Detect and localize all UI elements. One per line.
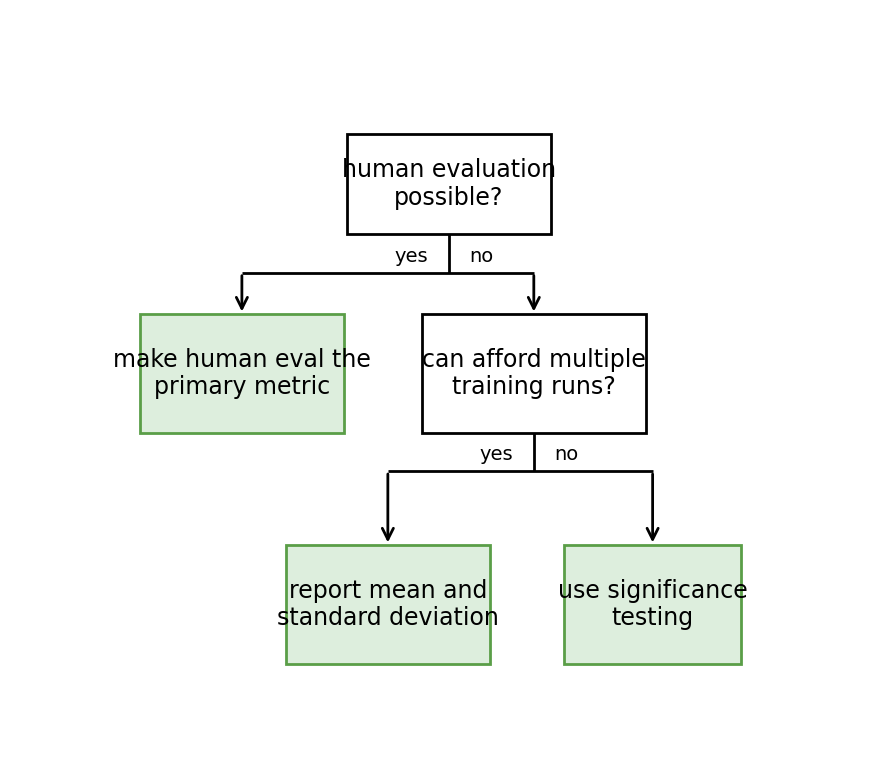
Text: use significance
testing: use significance testing	[558, 578, 747, 631]
Text: no: no	[470, 247, 493, 266]
Text: report mean and
standard deviation: report mean and standard deviation	[277, 578, 498, 631]
Text: yes: yes	[395, 247, 428, 266]
FancyBboxPatch shape	[140, 315, 343, 433]
FancyBboxPatch shape	[421, 315, 646, 433]
FancyBboxPatch shape	[347, 134, 551, 235]
Text: make human eval the
primary metric: make human eval the primary metric	[113, 348, 371, 399]
Text: human evaluation
possible?: human evaluation possible?	[342, 158, 556, 210]
Text: can afford multiple
training runs?: can afford multiple training runs?	[422, 348, 646, 399]
Text: yes: yes	[480, 445, 513, 464]
FancyBboxPatch shape	[286, 545, 490, 664]
Text: no: no	[555, 445, 578, 464]
FancyBboxPatch shape	[564, 545, 741, 664]
